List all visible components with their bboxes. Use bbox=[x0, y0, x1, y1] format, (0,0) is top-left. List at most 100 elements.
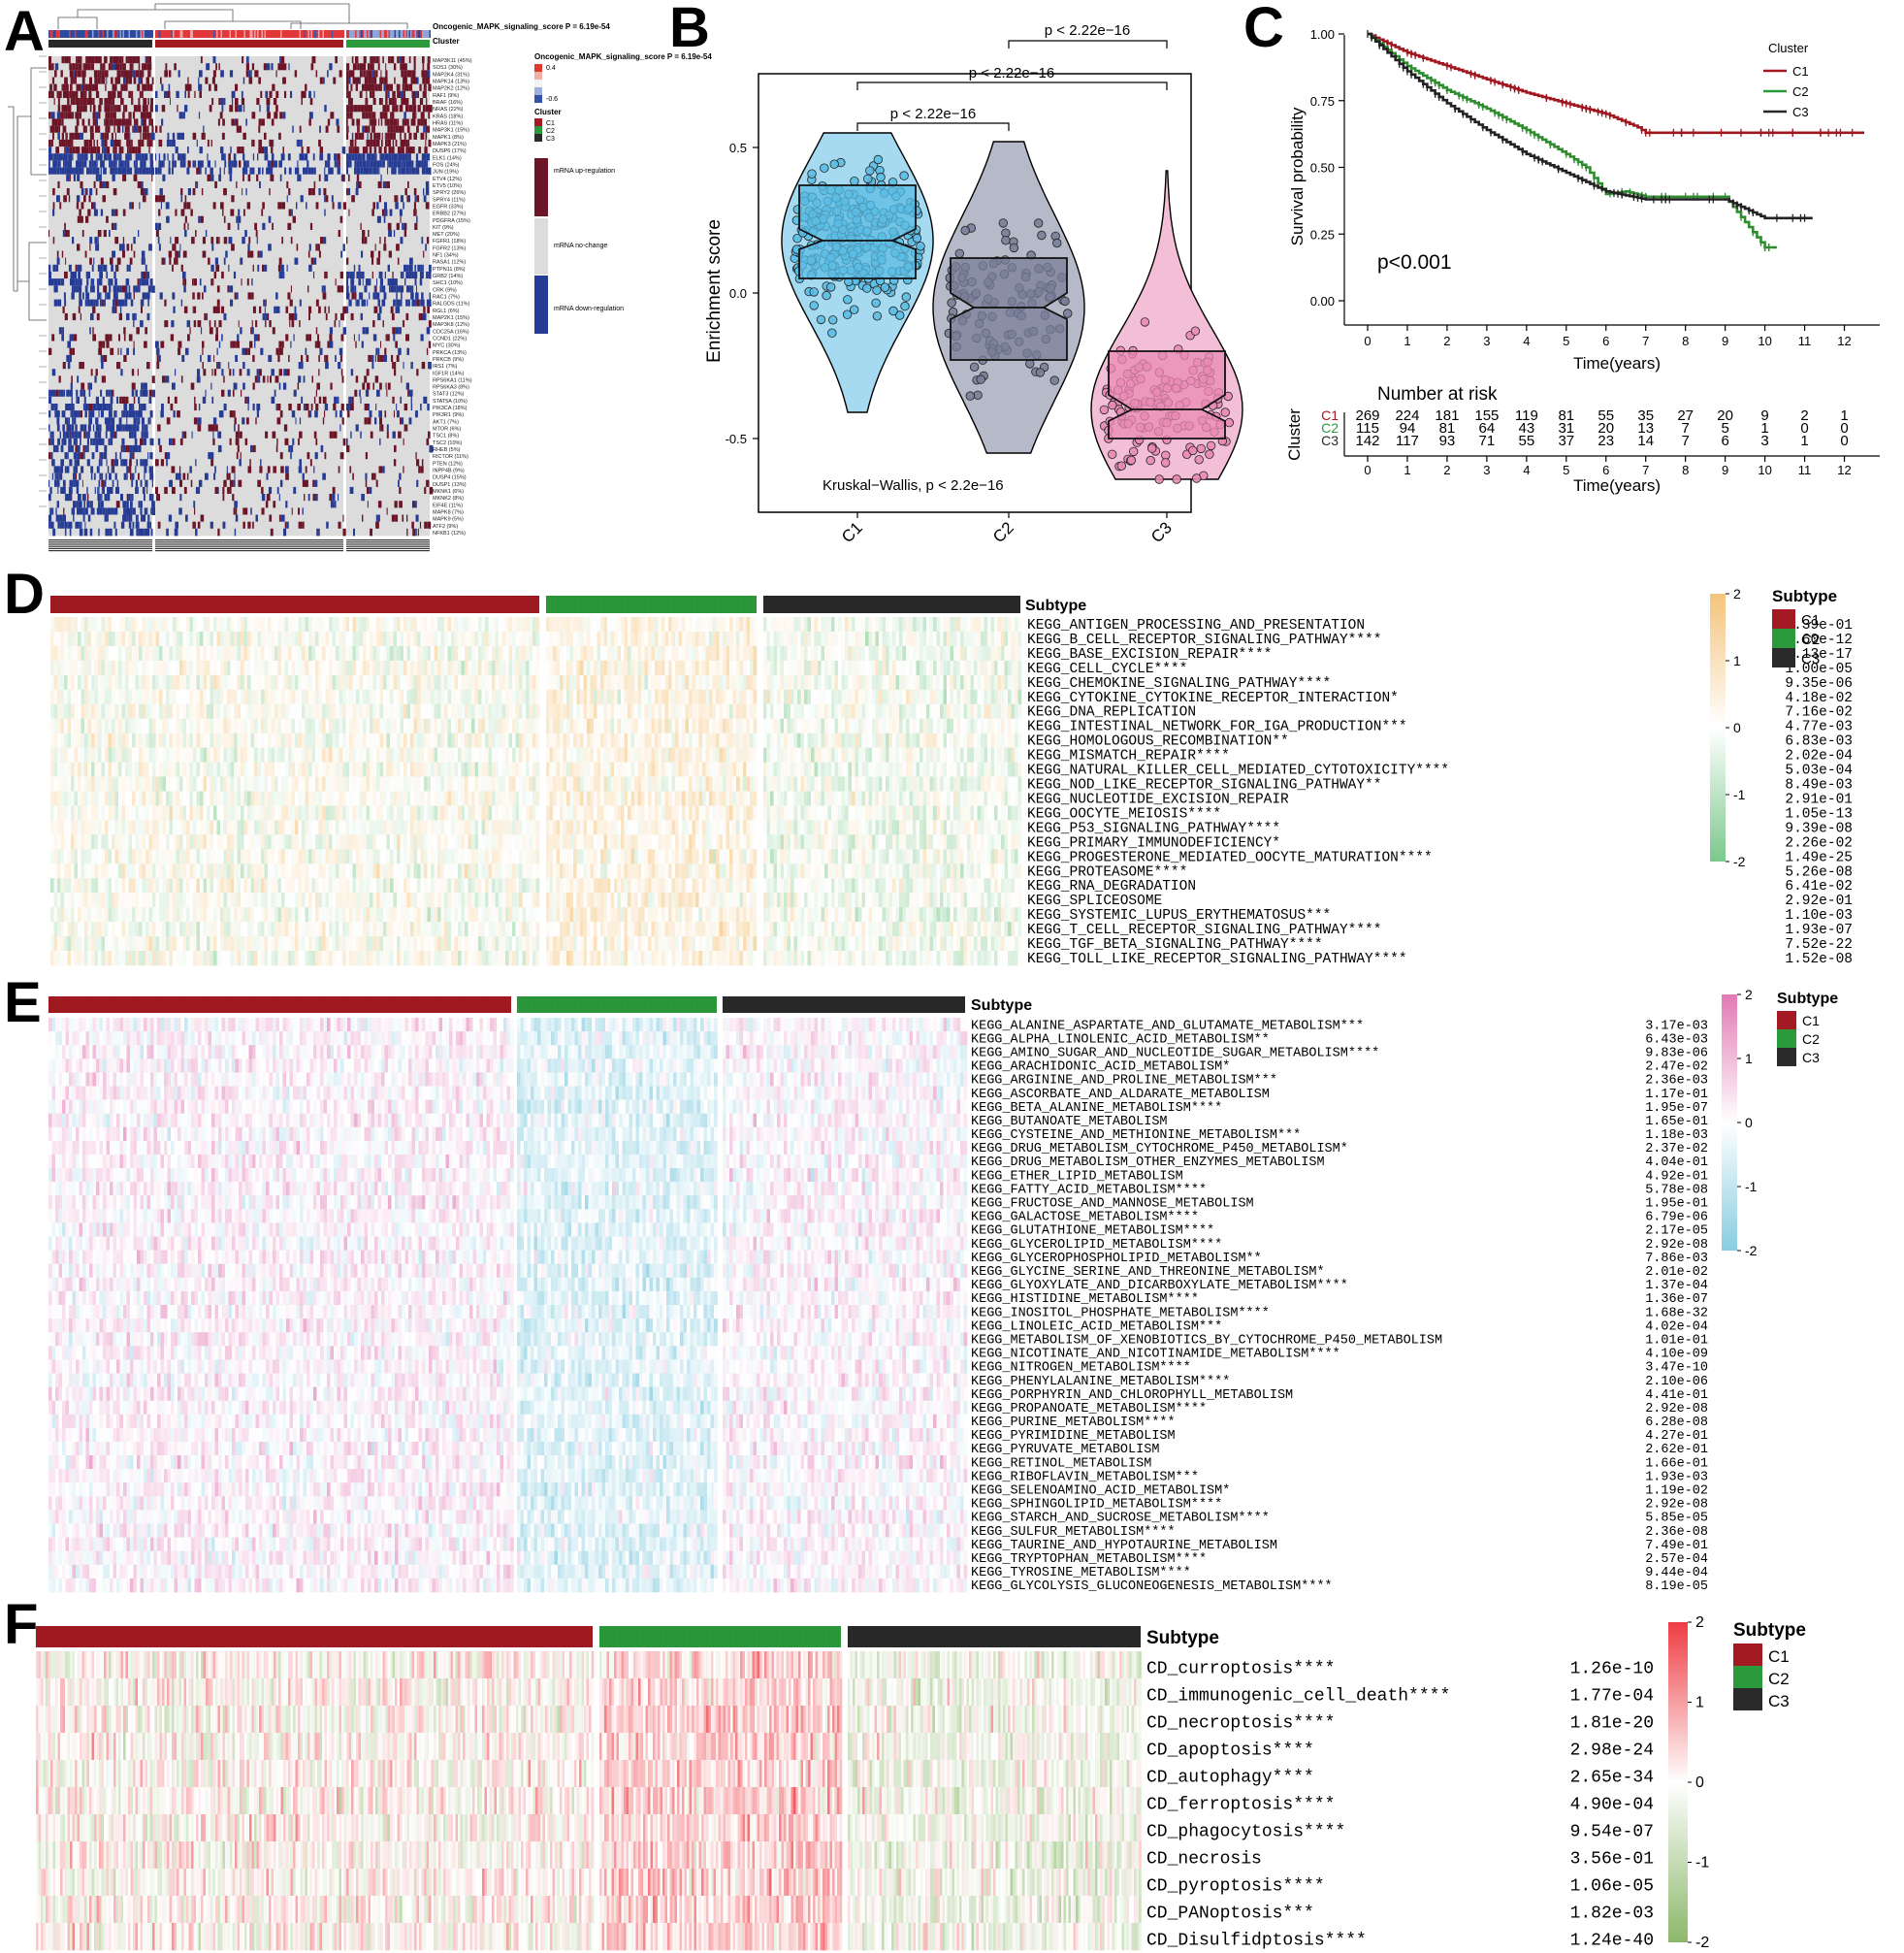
score-annotation-cell bbox=[242, 30, 244, 38]
heatmap-cell bbox=[177, 348, 180, 356]
km-curves bbox=[1368, 30, 1864, 251]
heatmap-cell bbox=[78, 432, 80, 439]
gene-label: SPRY2 (26%) bbox=[433, 190, 466, 196]
heatmap-cell bbox=[126, 285, 128, 293]
heatmap-cell bbox=[385, 70, 387, 78]
heatmap-cell bbox=[309, 244, 311, 251]
heatmap-cell bbox=[160, 188, 163, 196]
heatmap-cell bbox=[171, 404, 174, 411]
heatmap-cell bbox=[322, 617, 326, 632]
heatmap-cell bbox=[397, 410, 400, 418]
heatmap-cell bbox=[56, 285, 58, 293]
heatmap-cell bbox=[122, 112, 125, 119]
heatmap-row-bg bbox=[155, 334, 343, 342]
heatmap-cell bbox=[230, 146, 232, 154]
heatmap-cell bbox=[302, 522, 305, 530]
heatmap-cell bbox=[83, 126, 86, 134]
score-annotation-cell bbox=[183, 30, 185, 38]
heatmap-cell bbox=[143, 272, 146, 279]
sample-label-line bbox=[346, 541, 430, 542]
heatmap-cell bbox=[107, 153, 108, 161]
heatmap-cell bbox=[391, 168, 395, 176]
heatmap-cell bbox=[115, 300, 118, 308]
heatmap-cell bbox=[69, 459, 72, 467]
heatmap-cell bbox=[127, 424, 130, 432]
heatmap-cell bbox=[354, 390, 357, 398]
heatmap-row-bg bbox=[346, 342, 430, 349]
heatmap-cell bbox=[213, 307, 217, 314]
heatmap-cell bbox=[327, 153, 330, 161]
heatmap-row-bg bbox=[346, 439, 430, 446]
heatmap-cell bbox=[146, 105, 148, 113]
heatmap-cell bbox=[415, 452, 416, 460]
heatmap-cell bbox=[417, 195, 419, 203]
heatmap-cell bbox=[338, 202, 340, 210]
heatmap-cell bbox=[319, 348, 322, 356]
score-annotation-cell bbox=[279, 30, 281, 38]
heatmap-cell bbox=[52, 265, 55, 273]
heatmap-cell bbox=[269, 91, 272, 99]
heatmap-cell bbox=[290, 445, 293, 453]
heatmap-cell bbox=[120, 424, 122, 432]
heatmap-cell bbox=[367, 70, 369, 78]
heatmap-cell bbox=[98, 529, 99, 537]
heatmap-cell bbox=[242, 56, 243, 64]
heatmap-cell bbox=[177, 133, 181, 141]
heatmap-cell bbox=[90, 501, 92, 508]
heatmap-cell bbox=[387, 507, 388, 515]
heatmap-cell bbox=[201, 327, 202, 335]
heatmap-cell bbox=[424, 195, 427, 203]
heatmap-cell bbox=[406, 168, 409, 176]
heatmap-cell bbox=[767, 617, 771, 632]
heatmap-cell bbox=[143, 105, 144, 113]
sample-label-line bbox=[346, 539, 430, 540]
score-annotation-cell bbox=[309, 30, 311, 38]
heatmap-cell bbox=[350, 278, 354, 286]
heatmap-cell bbox=[428, 70, 431, 78]
heatmap-cell bbox=[416, 126, 419, 134]
heatmap-cell bbox=[288, 445, 290, 453]
heatmap-cell bbox=[88, 84, 90, 92]
heatmap-cell bbox=[349, 98, 353, 106]
heatmap-cell bbox=[403, 78, 405, 85]
heatmap-cell bbox=[102, 404, 106, 411]
heatmap-cell bbox=[346, 617, 350, 632]
heatmap-cell bbox=[132, 390, 135, 398]
heatmap-cell bbox=[243, 78, 245, 85]
heatmap-cell bbox=[303, 473, 305, 481]
heatmap-cell bbox=[248, 237, 250, 244]
heatmap-cell bbox=[176, 91, 178, 99]
heatmap-cell bbox=[95, 417, 98, 425]
score-annotation-cell bbox=[374, 30, 376, 38]
heatmap-row-bg bbox=[346, 452, 430, 460]
heatmap-cell bbox=[118, 160, 119, 168]
heatmap-cell bbox=[80, 452, 83, 460]
heatmap-cell bbox=[408, 133, 411, 141]
risk-value: 14 bbox=[1637, 433, 1654, 449]
heatmap-cell bbox=[208, 175, 211, 182]
heatmap-cell bbox=[184, 153, 186, 161]
heatmap-cell bbox=[138, 397, 140, 405]
data-point bbox=[966, 392, 975, 401]
heatmap-cell bbox=[161, 202, 162, 210]
score-annotation-cell bbox=[51, 30, 53, 38]
heatmap-cell bbox=[248, 348, 250, 356]
y-tick-label-c: 0.75 bbox=[1310, 94, 1335, 109]
heatmap-cell bbox=[77, 265, 79, 273]
heatmap-cell bbox=[416, 216, 418, 224]
heatmap-cell bbox=[222, 487, 224, 495]
heatmap-cell bbox=[375, 348, 377, 356]
heatmap-cell bbox=[48, 410, 50, 418]
heatmap-cell bbox=[140, 91, 142, 99]
heatmap-cell bbox=[181, 355, 184, 363]
gene-label: MAP2K2 (12%) bbox=[433, 86, 469, 92]
heatmap-cell bbox=[116, 459, 119, 467]
heatmap-row-bg bbox=[346, 320, 430, 328]
heatmap-cell bbox=[215, 63, 217, 71]
heatmap-cell bbox=[385, 410, 387, 418]
heatmap-cell bbox=[69, 195, 70, 203]
heatmap-cell bbox=[135, 466, 136, 473]
heatmap-cell bbox=[252, 445, 255, 453]
heatmap-cell bbox=[81, 168, 83, 176]
heatmap-cell bbox=[406, 313, 409, 321]
